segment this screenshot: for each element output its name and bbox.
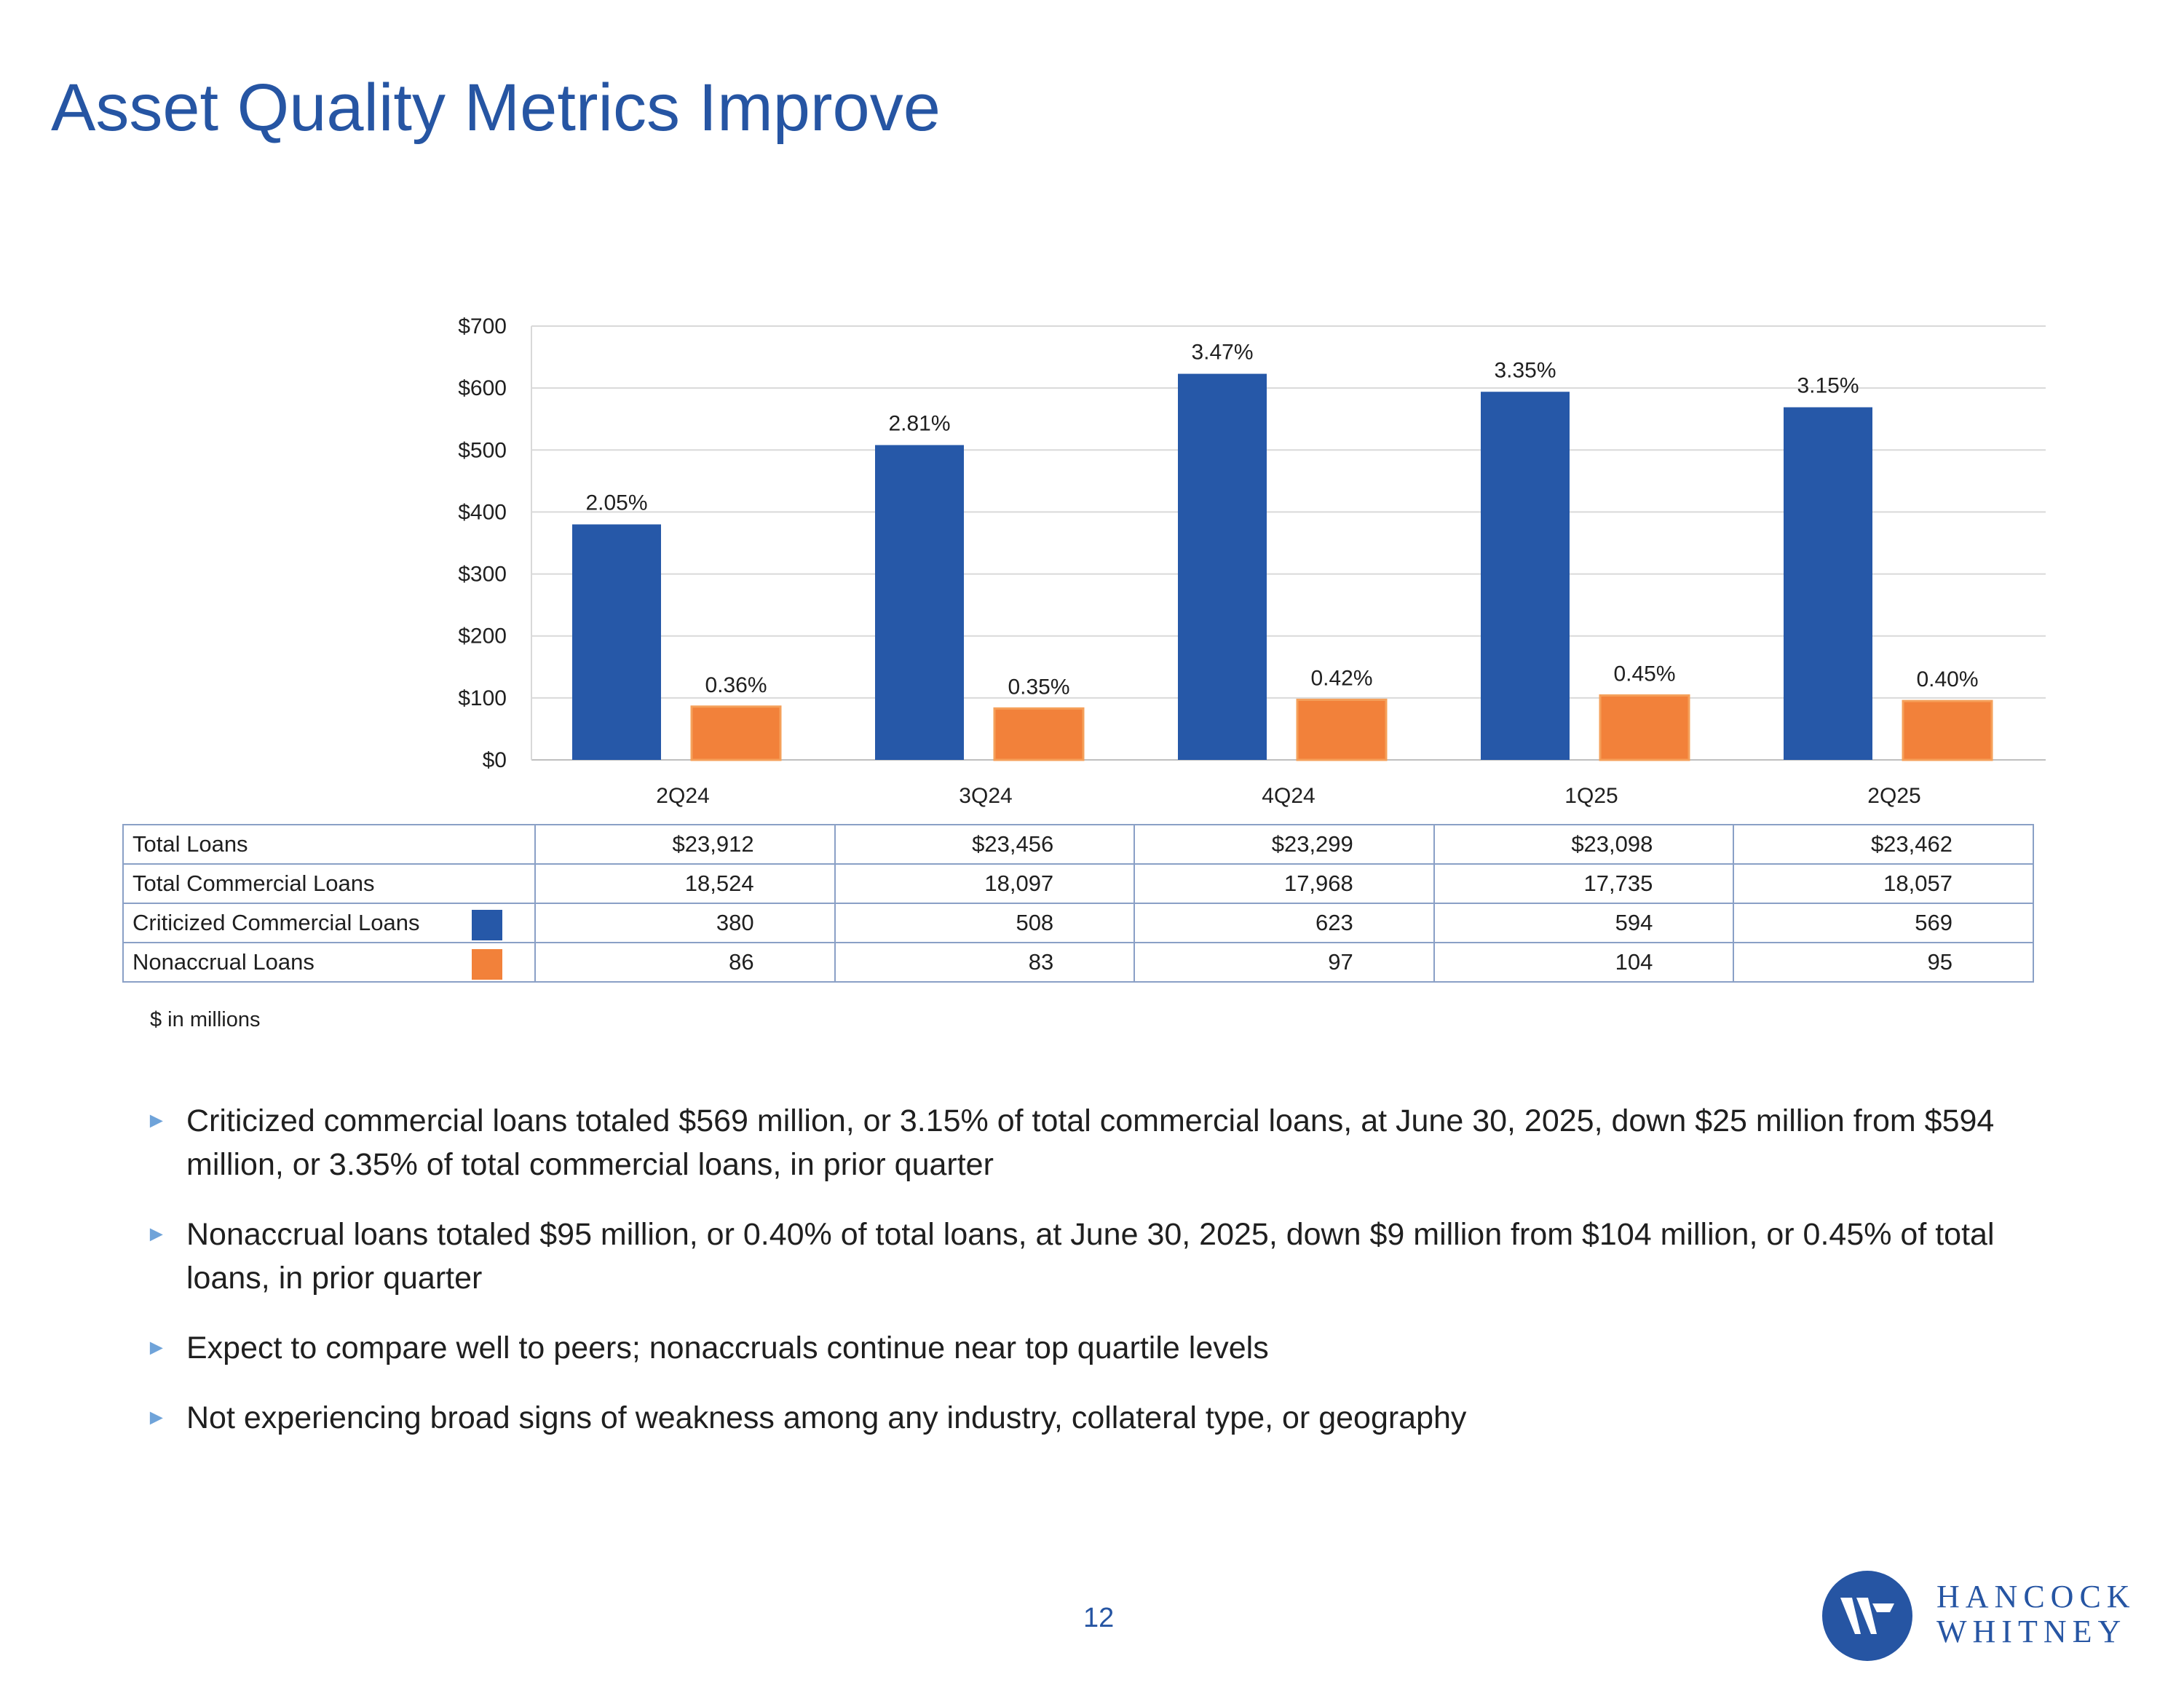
brand-wordmark: HANCOCK WHITNEY (1936, 1579, 2136, 1649)
x-tick-label: 2Q25 (1867, 784, 1920, 808)
bullet-text: Nonaccrual loans totaled $95 million, or… (186, 1217, 1995, 1296)
y-tick-label: $700 (458, 314, 507, 338)
bullet-text: Criticized commercial loans totaled $569… (186, 1103, 1995, 1182)
bar-criticized (572, 524, 661, 760)
page-title: Asset Quality Metrics Improve (51, 71, 941, 145)
brand-line-1: HANCOCK (1936, 1579, 2136, 1614)
x-tick-label: 4Q24 (1262, 784, 1315, 808)
table-cell: $23,299 (1133, 824, 1435, 865)
brand-line-2: WHITNEY (1936, 1614, 2127, 1649)
data-label: 2.81% (888, 411, 950, 435)
data-label: 0.42% (1310, 666, 1372, 690)
row-label: Total Commercial Loans (122, 863, 536, 904)
data-label: 0.36% (705, 673, 767, 697)
bar-criticized (1178, 373, 1267, 760)
x-tick-label: 3Q24 (959, 784, 1012, 808)
y-tick-label: $0 (483, 748, 507, 772)
row-label-text: Criticized Commercial Loans (132, 910, 420, 935)
row-label-nonaccrual: Nonaccrual Loans (122, 942, 536, 983)
table-cell: 17,735 (1433, 863, 1735, 904)
bar-nonaccrual (1902, 699, 1993, 761)
bar-chart: $700 $600 $500 $400 $300 $200 $100 $0 2Q24 2.05% 0… (458, 314, 2046, 808)
data-label: 3.15% (1797, 374, 1859, 398)
hancock-whitney-logo-icon (1822, 1571, 1912, 1661)
y-tick-label: $500 (458, 438, 507, 462)
bar-nonaccrual (993, 707, 1085, 761)
data-label: 3.47% (1191, 341, 1253, 365)
bullet-text: Not experiencing broad signs of weakness… (186, 1400, 1467, 1435)
table-cell: $23,098 (1433, 824, 1735, 865)
table-cell: $23,462 (1733, 824, 2034, 865)
data-label: 0.45% (1613, 662, 1675, 686)
row-label-text: Nonaccrual Loans (132, 949, 314, 975)
table-row: Total Loans $23,912 $23,456 $23,299 $23,… (122, 824, 2034, 865)
bullet-arrow-icon: ► (146, 1336, 167, 1360)
bar-criticized (875, 445, 964, 760)
y-tick-label: $600 (458, 376, 507, 400)
table-row: Nonaccrual Loans 86 83 97 104 95 (122, 942, 2034, 983)
table-cell: 83 (834, 942, 1136, 983)
list-item: ► Criticized commercial loans totaled $56… (146, 1099, 2053, 1186)
table-cell: 18,524 (534, 863, 836, 904)
table-cell: 86 (534, 942, 836, 983)
bar-nonaccrual (1599, 694, 1690, 761)
list-item: ► Nonaccrual loans totaled $95 million, o… (146, 1213, 2053, 1300)
table-cell: $23,456 (834, 824, 1136, 865)
table-cell: 623 (1133, 903, 1435, 943)
row-label: Total Loans (122, 824, 536, 865)
bar-criticized (1784, 407, 1872, 760)
table-cell: 17,968 (1133, 863, 1435, 904)
data-label: 0.40% (1916, 667, 1978, 691)
list-item: ► Not experiencing broad signs of weaknes… (146, 1396, 2053, 1440)
bullet-arrow-icon: ► (146, 1406, 167, 1430)
units-note: $ in millions (150, 1008, 261, 1031)
table-cell: 18,097 (834, 863, 1136, 904)
bar-nonaccrual (1296, 698, 1388, 761)
table-cell: 508 (834, 903, 1136, 943)
y-tick-label: $300 (458, 563, 507, 587)
data-label: 3.35% (1494, 358, 1556, 382)
bar-nonaccrual (690, 705, 782, 761)
table-cell: 95 (1733, 942, 2034, 983)
list-item: ► Expect to compare well to peers; nonacc… (146, 1326, 2053, 1370)
x-tick-label: 2Q24 (656, 784, 709, 808)
table-row: Total Commercial Loans 18,524 18,097 17,… (122, 863, 2034, 904)
legend-swatch-criticized (472, 910, 502, 940)
table-cell: 97 (1133, 942, 1435, 983)
table-cell: 594 (1433, 903, 1735, 943)
table-cell: 569 (1733, 903, 2034, 943)
row-label-criticized: Criticized Commercial Loans (122, 903, 536, 943)
y-tick-label: $100 (458, 686, 507, 710)
table-row: Criticized Commercial Loans 380 508 623 … (122, 903, 2034, 943)
y-tick-label: $400 (458, 500, 507, 524)
table-cell: 104 (1433, 942, 1735, 983)
page-number: 12 (1083, 1603, 1115, 1633)
bullet-list: ► Criticized commercial loans totaled $56… (146, 1099, 2053, 1466)
table-cell: $23,912 (534, 824, 836, 865)
legend-swatch-nonaccrual (472, 949, 502, 980)
y-tick-label: $200 (458, 625, 507, 649)
table-cell: 380 (534, 903, 836, 943)
data-label: 2.05% (585, 491, 647, 515)
bullet-text: Expect to compare well to peers; nonaccr… (186, 1331, 1269, 1365)
bar-criticized (1481, 392, 1570, 760)
bullet-arrow-icon: ► (146, 1109, 167, 1133)
bullet-arrow-icon: ► (146, 1222, 167, 1246)
loan-data-table: Total Loans $23,912 $23,456 $23,299 $23,… (122, 824, 2034, 983)
x-tick-label: 1Q25 (1564, 784, 1618, 808)
table-cell: 18,057 (1733, 863, 2034, 904)
data-label: 0.35% (1008, 675, 1069, 699)
